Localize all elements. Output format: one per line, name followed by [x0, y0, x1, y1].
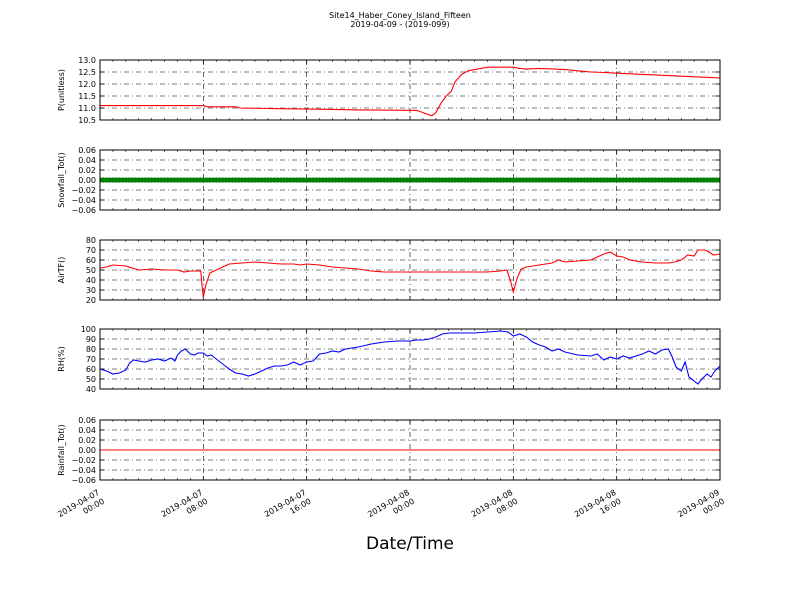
y-tick-label: 0.06: [78, 416, 96, 425]
y-tick-label: 12.0: [78, 80, 96, 89]
y-tick-label: −0.06: [71, 206, 96, 215]
data-point: [717, 177, 720, 183]
panel-frame: [99, 328, 721, 390]
panel-frame: [99, 149, 721, 211]
x-tick-label: 2019-04-0808:00: [470, 488, 520, 528]
p-series-line: [100, 66, 720, 117]
y-tick-label: 0.02: [78, 436, 96, 445]
y-tick-label: 90: [86, 335, 96, 344]
panel-frame: [99, 419, 721, 481]
y-tick-label: 80: [86, 345, 96, 354]
snowfall-series: [100, 177, 720, 183]
x-tick-label: 2019-04-0708:00: [160, 488, 210, 528]
y-tick-label: 60: [86, 256, 96, 265]
y-axis-label: Rainfall_Tot(): [57, 424, 66, 476]
panel-rain: 0.060.040.020.00−0.02−0.04−0.06 Rainfall_…: [57, 416, 721, 485]
y-tick-label: 0.04: [78, 156, 96, 165]
y-tick-label: 11.0: [78, 104, 96, 113]
y-tick-label: 30: [86, 286, 96, 295]
y-tick-label: 11.5: [78, 92, 96, 101]
y-tick-label: −0.06: [71, 476, 96, 485]
y-tick-label: 0.00: [78, 446, 96, 455]
y-tick-label: 50: [86, 375, 96, 384]
y-axis-label: Snowfall_Tot(): [57, 152, 66, 208]
x-axis-label: Date/Time: [366, 534, 454, 554]
y-tick-label: 13.0: [78, 56, 96, 65]
y-tick-label: 70: [86, 355, 96, 364]
y-axis-label: P(unitless): [57, 69, 66, 111]
chart-subtitle: 2019-04-09 - (2019-099): [350, 20, 450, 29]
air-series-line: [100, 249, 720, 298]
y-tick-label: 12.5: [78, 68, 96, 77]
y-axis-label: AirTF(): [57, 257, 66, 284]
chart-title: Site14_Haber_Coney_Island_Fifteen: [329, 11, 471, 20]
y-tick-label: 0.06: [78, 146, 96, 155]
y-tick-label: 70: [86, 246, 96, 255]
y-tick-label: 0.00: [78, 176, 96, 185]
rh-series-line: [100, 330, 720, 385]
y-tick-label: 100: [81, 325, 96, 334]
x-tick-label: 2019-04-0716:00: [263, 488, 313, 528]
y-tick-label: 50: [86, 266, 96, 275]
panel-p: 13.0 12.5 12.0 11.5 11.0 10.5 P(unitless): [57, 56, 721, 125]
panel-frame: [99, 59, 721, 121]
y-tick-label: 20: [86, 296, 96, 305]
y-axis-label: RH(%): [57, 346, 66, 371]
y-tick-label: 60: [86, 365, 96, 374]
y-tick-label: −0.04: [71, 196, 96, 205]
y-tick-label: −0.04: [71, 466, 96, 475]
y-tick-label: 0.02: [78, 166, 96, 175]
y-tick-label: 80: [86, 236, 96, 245]
x-tick-label: 2019-04-0816:00: [573, 488, 623, 528]
x-tick-label: 2019-04-0800:00: [366, 488, 416, 528]
panel-frame: [99, 239, 721, 301]
x-tick-label: 2019-04-0700:00: [56, 488, 106, 528]
y-tick-label: −0.02: [71, 456, 96, 465]
y-tick-label: 40: [86, 385, 96, 394]
y-tick-label: 10.5: [78, 116, 96, 125]
panel-snow: 0.060.040.020.00−0.02−0.04−0.06 Snowfall_…: [57, 146, 721, 215]
y-tick-label: 0.04: [78, 426, 96, 435]
x-tick-label: 2019-04-0900:00: [676, 488, 726, 528]
y-tick-label: 40: [86, 276, 96, 285]
y-tick-label: −0.02: [71, 186, 96, 195]
